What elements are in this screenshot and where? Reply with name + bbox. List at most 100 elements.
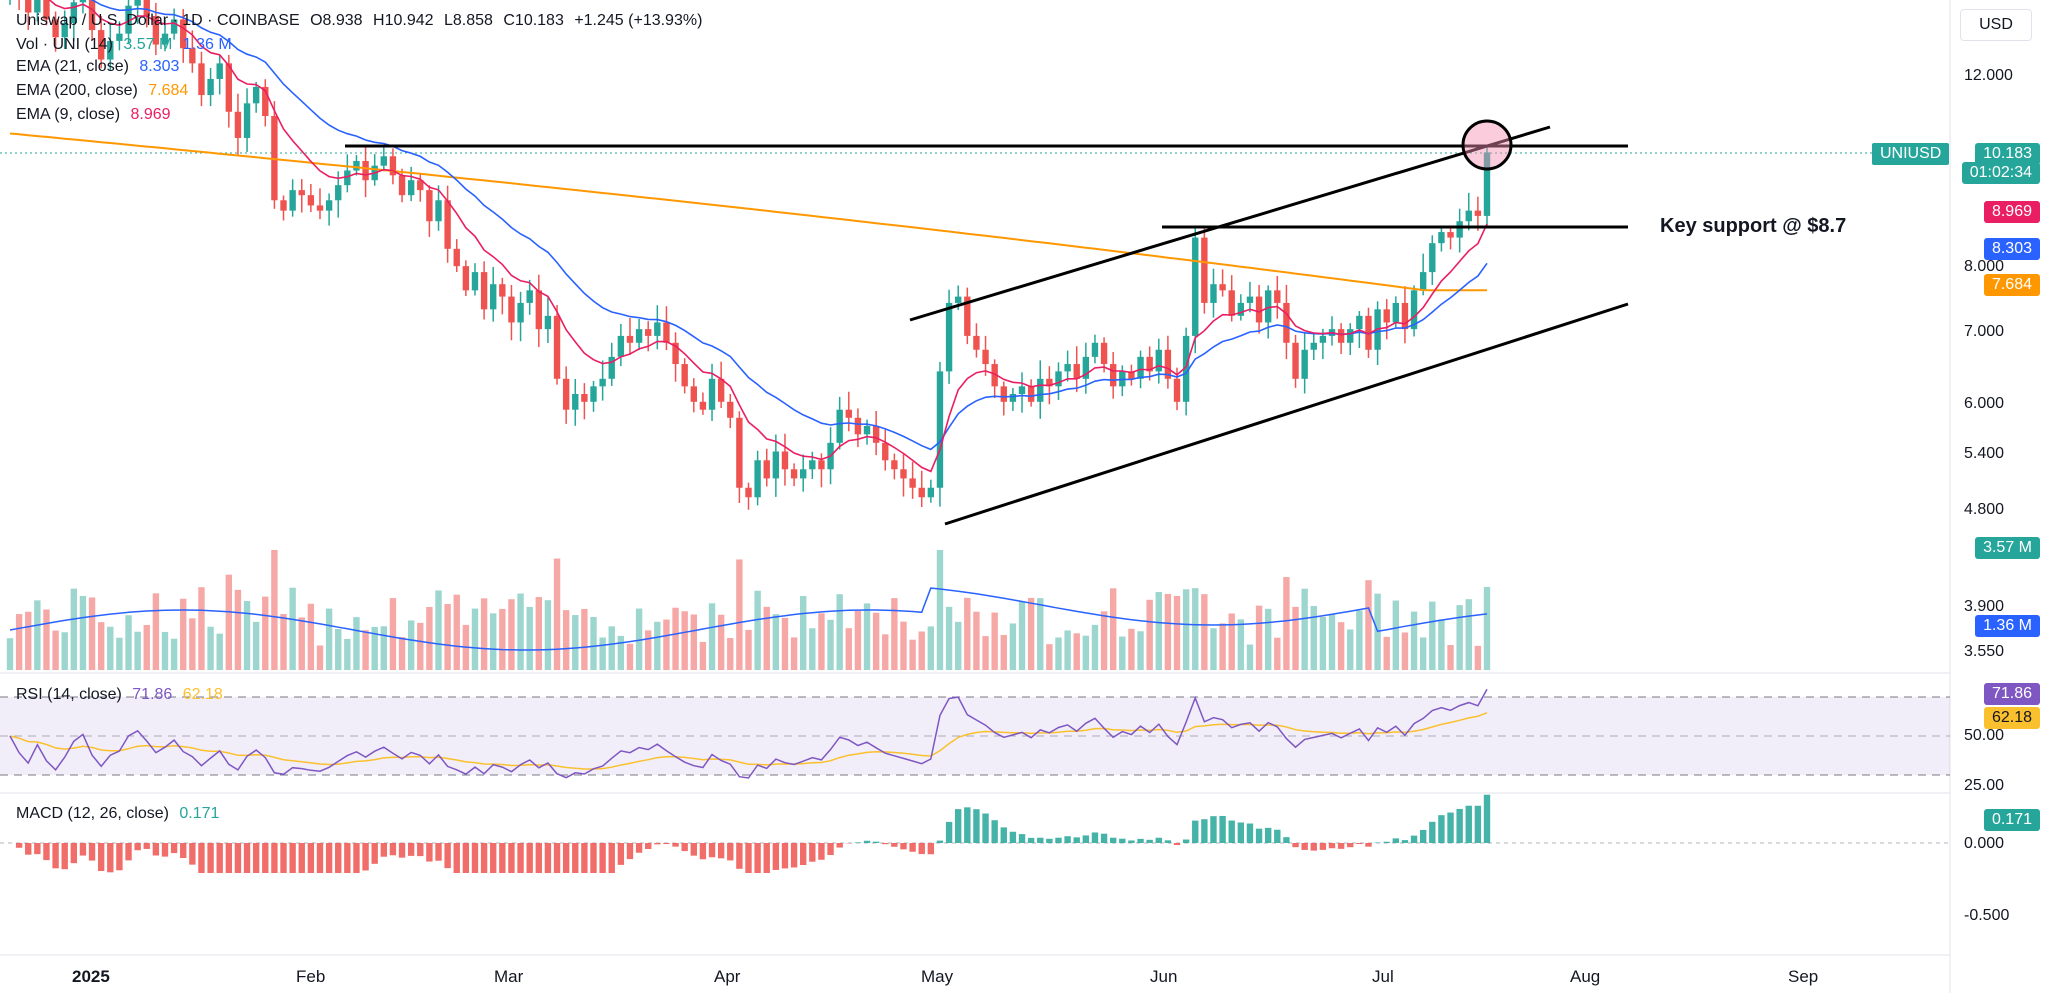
macd-bar — [1091, 832, 1099, 843]
volume-bar — [526, 606, 533, 670]
time-axis-label: Apr — [714, 967, 741, 986]
macd-bar — [462, 843, 470, 873]
open-value: O8.938 — [310, 12, 363, 29]
volume-bar — [1110, 588, 1117, 670]
macd-bar — [882, 843, 889, 845]
candle-body — [918, 487, 925, 498]
volume-bar — [380, 626, 387, 670]
macd-bar — [70, 843, 78, 864]
price-axis-label: 0.000 — [1964, 835, 2004, 852]
candle-body — [34, 0, 41, 13]
macd-bar — [982, 813, 989, 843]
candle-body — [1465, 210, 1472, 222]
macd-bar — [900, 843, 907, 850]
candle-body — [1383, 309, 1390, 323]
macd-bar — [1100, 833, 1108, 843]
candle-body — [1410, 290, 1418, 330]
candle-body — [535, 290, 542, 330]
volume-bar — [809, 628, 816, 670]
macd-bar — [107, 843, 114, 873]
macd-bar — [854, 842, 862, 843]
candle-body — [125, 5, 132, 34]
volume-bar — [207, 626, 214, 670]
volume-bar — [872, 612, 880, 670]
volume-bar — [243, 601, 251, 670]
volume-bar — [298, 617, 305, 670]
volume-bar — [1410, 611, 1418, 670]
candle-body — [88, 0, 96, 31]
macd-bar — [1401, 840, 1409, 843]
volume-bar — [125, 615, 132, 670]
volume-bar — [754, 590, 761, 670]
macd-bar — [1009, 831, 1017, 843]
volume-bar — [973, 611, 980, 670]
macd-bar — [417, 843, 424, 857]
volume-bar — [34, 600, 41, 670]
volume-bar — [1347, 629, 1354, 670]
macd-bar — [1310, 843, 1317, 851]
macd-bar — [891, 843, 898, 847]
ema200-tag: 7.684 — [1983, 274, 2040, 296]
volume-bar — [745, 629, 752, 670]
macd-bar — [1037, 837, 1044, 843]
high-value: H10.942 — [373, 12, 434, 29]
macd-bar — [1264, 827, 1272, 843]
ema200-value: 7.684 — [148, 82, 189, 99]
candle-body — [1091, 342, 1099, 357]
candle-body — [900, 469, 907, 479]
candle-body — [635, 329, 643, 343]
candle-body — [1000, 386, 1007, 402]
volume-bar — [982, 636, 989, 670]
candle-body — [1037, 378, 1044, 402]
macd-histogram — [15, 794, 1491, 873]
candle-body — [626, 335, 634, 343]
currency-button[interactable]: USD — [1960, 9, 2032, 41]
candle-body — [143, 0, 150, 16]
candle-body — [872, 425, 880, 443]
close-value: C10.183 — [503, 12, 564, 29]
volume-bar — [6, 638, 14, 670]
macd-bar — [362, 843, 369, 871]
volume-bar — [407, 620, 415, 670]
macd-bar — [1173, 843, 1181, 846]
candle-body — [645, 329, 652, 336]
macd-bar — [1283, 837, 1290, 843]
candle-body — [1146, 356, 1153, 372]
volume-bar — [1073, 633, 1080, 670]
ema9-line — [48, 0, 1488, 473]
ema200-label: EMA (200, close) — [16, 82, 138, 99]
volume-bar — [417, 622, 424, 670]
candle-body — [480, 272, 488, 310]
macd-bar — [134, 843, 141, 851]
volume-bar — [1173, 595, 1181, 670]
time-axis-label: Sep — [1788, 967, 1818, 986]
price-axis-label: -0.500 — [1964, 907, 2009, 924]
macd-bar — [1146, 839, 1153, 843]
volume-bar — [818, 613, 825, 670]
macd-bar — [745, 843, 752, 873]
macd-bar — [635, 843, 643, 853]
volume-bar — [909, 639, 916, 670]
volume-bar — [161, 631, 169, 670]
candle-body — [198, 63, 205, 96]
macd-bar — [243, 843, 251, 873]
candle-body — [170, 19, 178, 34]
macd-bar — [1128, 840, 1135, 843]
macd-bar — [371, 843, 378, 864]
candle-body — [316, 205, 324, 211]
macd-bar — [672, 843, 679, 847]
candle-body — [1128, 371, 1135, 379]
macd-bar — [52, 843, 59, 869]
candle-body — [517, 302, 524, 323]
volume-bar — [1401, 632, 1409, 670]
volume-bar — [1219, 623, 1226, 670]
volume-bar — [398, 637, 406, 670]
macd-bar — [97, 843, 105, 872]
volume-bar — [1100, 611, 1108, 670]
macd-bar — [863, 840, 871, 843]
candle-body — [909, 478, 916, 488]
volume-bar — [1447, 645, 1454, 670]
volume-bar — [1228, 613, 1235, 670]
macd-bar — [581, 843, 588, 873]
